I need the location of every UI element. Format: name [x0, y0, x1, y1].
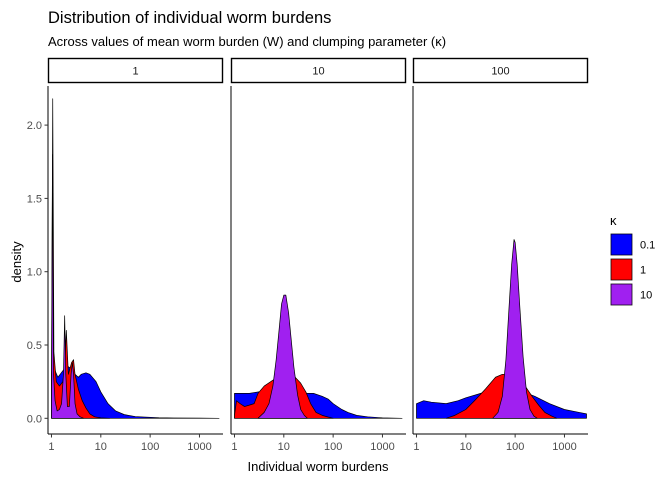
x-tick-label: 100 — [506, 441, 524, 453]
legend: κ 0.1 1 10 — [610, 213, 655, 306]
density-area-kappa-1 — [51, 98, 110, 419]
legend-title: κ — [610, 213, 617, 228]
facet-strip-label: 100 — [491, 66, 509, 78]
facet-strip — [47, 57, 224, 84]
facet-strip — [230, 57, 407, 84]
y-tick-label: 2.0 — [27, 120, 42, 132]
x-tick-label: 100 — [141, 441, 159, 453]
y-tick-label: 1.0 — [27, 267, 42, 279]
x-tick-label: 100 — [324, 441, 342, 453]
x-tick-label: 10 — [95, 441, 107, 453]
facet-strip-label: 10 — [312, 66, 324, 78]
facet-panel-10: 10 1 10 100 1000 — [230, 57, 407, 453]
x-tick-label: 1 — [413, 441, 419, 453]
chart-title: Distribution of individual worm burdens — [48, 9, 331, 27]
x-tick-label: 1000 — [187, 441, 211, 453]
x-tick-label: 1000 — [552, 441, 576, 453]
y-axis-title: density — [9, 241, 24, 283]
legend-key-swatch — [610, 283, 633, 306]
chart-subtitle: Across values of mean worm burden (W) an… — [48, 34, 446, 49]
density-area-kappa-10 — [492, 239, 538, 419]
legend-key-swatch — [610, 233, 633, 256]
y-tick-label: 0.0 — [27, 413, 42, 425]
x-axis-title: Individual worm burdens — [248, 459, 389, 474]
x-tick-label: 10 — [278, 441, 290, 453]
density-area-kappa-10 — [257, 294, 308, 419]
legend-label: 1 — [640, 265, 646, 277]
x-tick-label: 1 — [231, 441, 237, 453]
x-tick-label: 10 — [460, 441, 472, 453]
x-tick-label: 1 — [48, 441, 54, 453]
facet-panel-100: 100 1 10 100 1000 — [412, 57, 589, 453]
density-area-kappa-0.1 — [51, 359, 220, 419]
y-axis: 0.0 0.5 1.0 1.5 2.0 — [27, 120, 48, 425]
facet-panel-1: 1 1 10 100 1000 — [47, 57, 224, 453]
facet-panels: 1 1 10 100 1000 10 1 10 100 1000 100 1 10 100 1000 — [47, 57, 589, 453]
facet-strip-label: 1 — [132, 66, 138, 78]
density-area-kappa-10 — [51, 154, 85, 419]
x-tick-label: 1000 — [370, 441, 394, 453]
y-tick-label: 0.5 — [27, 340, 42, 352]
y-tick-label: 1.5 — [27, 193, 42, 205]
legend-label: 0.1 — [640, 240, 655, 252]
legend-label: 10 — [640, 290, 652, 302]
facet-strip — [412, 57, 589, 84]
legend-key-swatch — [610, 258, 633, 281]
